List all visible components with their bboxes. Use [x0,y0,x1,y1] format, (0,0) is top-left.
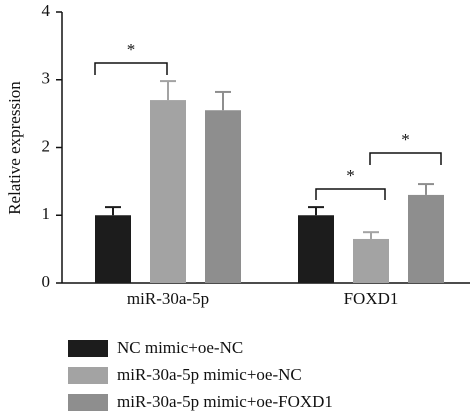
error-bar [105,206,121,216]
significance-bracket [369,152,442,165]
bar [353,238,389,283]
significance-label: * [346,166,355,185]
y-axis-label: Relative expression [5,81,24,215]
legend-swatch [68,367,108,384]
significance-label: * [401,130,410,149]
bar [298,215,334,283]
y-tick-label: 0 [42,272,51,291]
x-tick-label: FOXD1 [344,289,399,308]
y-tick-label: 4 [42,1,51,20]
significance-bracket [315,188,386,200]
bar [95,215,131,283]
legend-swatch [68,340,108,357]
bar [150,100,186,283]
bar [408,194,444,283]
error-bar [160,80,176,101]
y-tick-label: 2 [42,136,51,155]
y-tick-label: 3 [42,69,51,88]
legend-label: NC mimic+oe-NC [117,338,243,357]
significance-label: * [127,40,136,59]
significance-bracket [94,62,168,75]
error-bar [363,231,379,239]
legend-label: miR-30a-5p mimic+oe-NC [117,365,302,384]
error-bar [215,90,231,111]
error-bar [418,183,434,195]
error-bar [308,206,324,216]
x-tick-label: miR-30a-5p [127,289,209,308]
legend-swatch [68,394,108,411]
legend-label: miR-30a-5p mimic+oe-FOXD1 [117,392,333,411]
y-tick-label: 1 [42,204,51,223]
bar [205,110,241,283]
